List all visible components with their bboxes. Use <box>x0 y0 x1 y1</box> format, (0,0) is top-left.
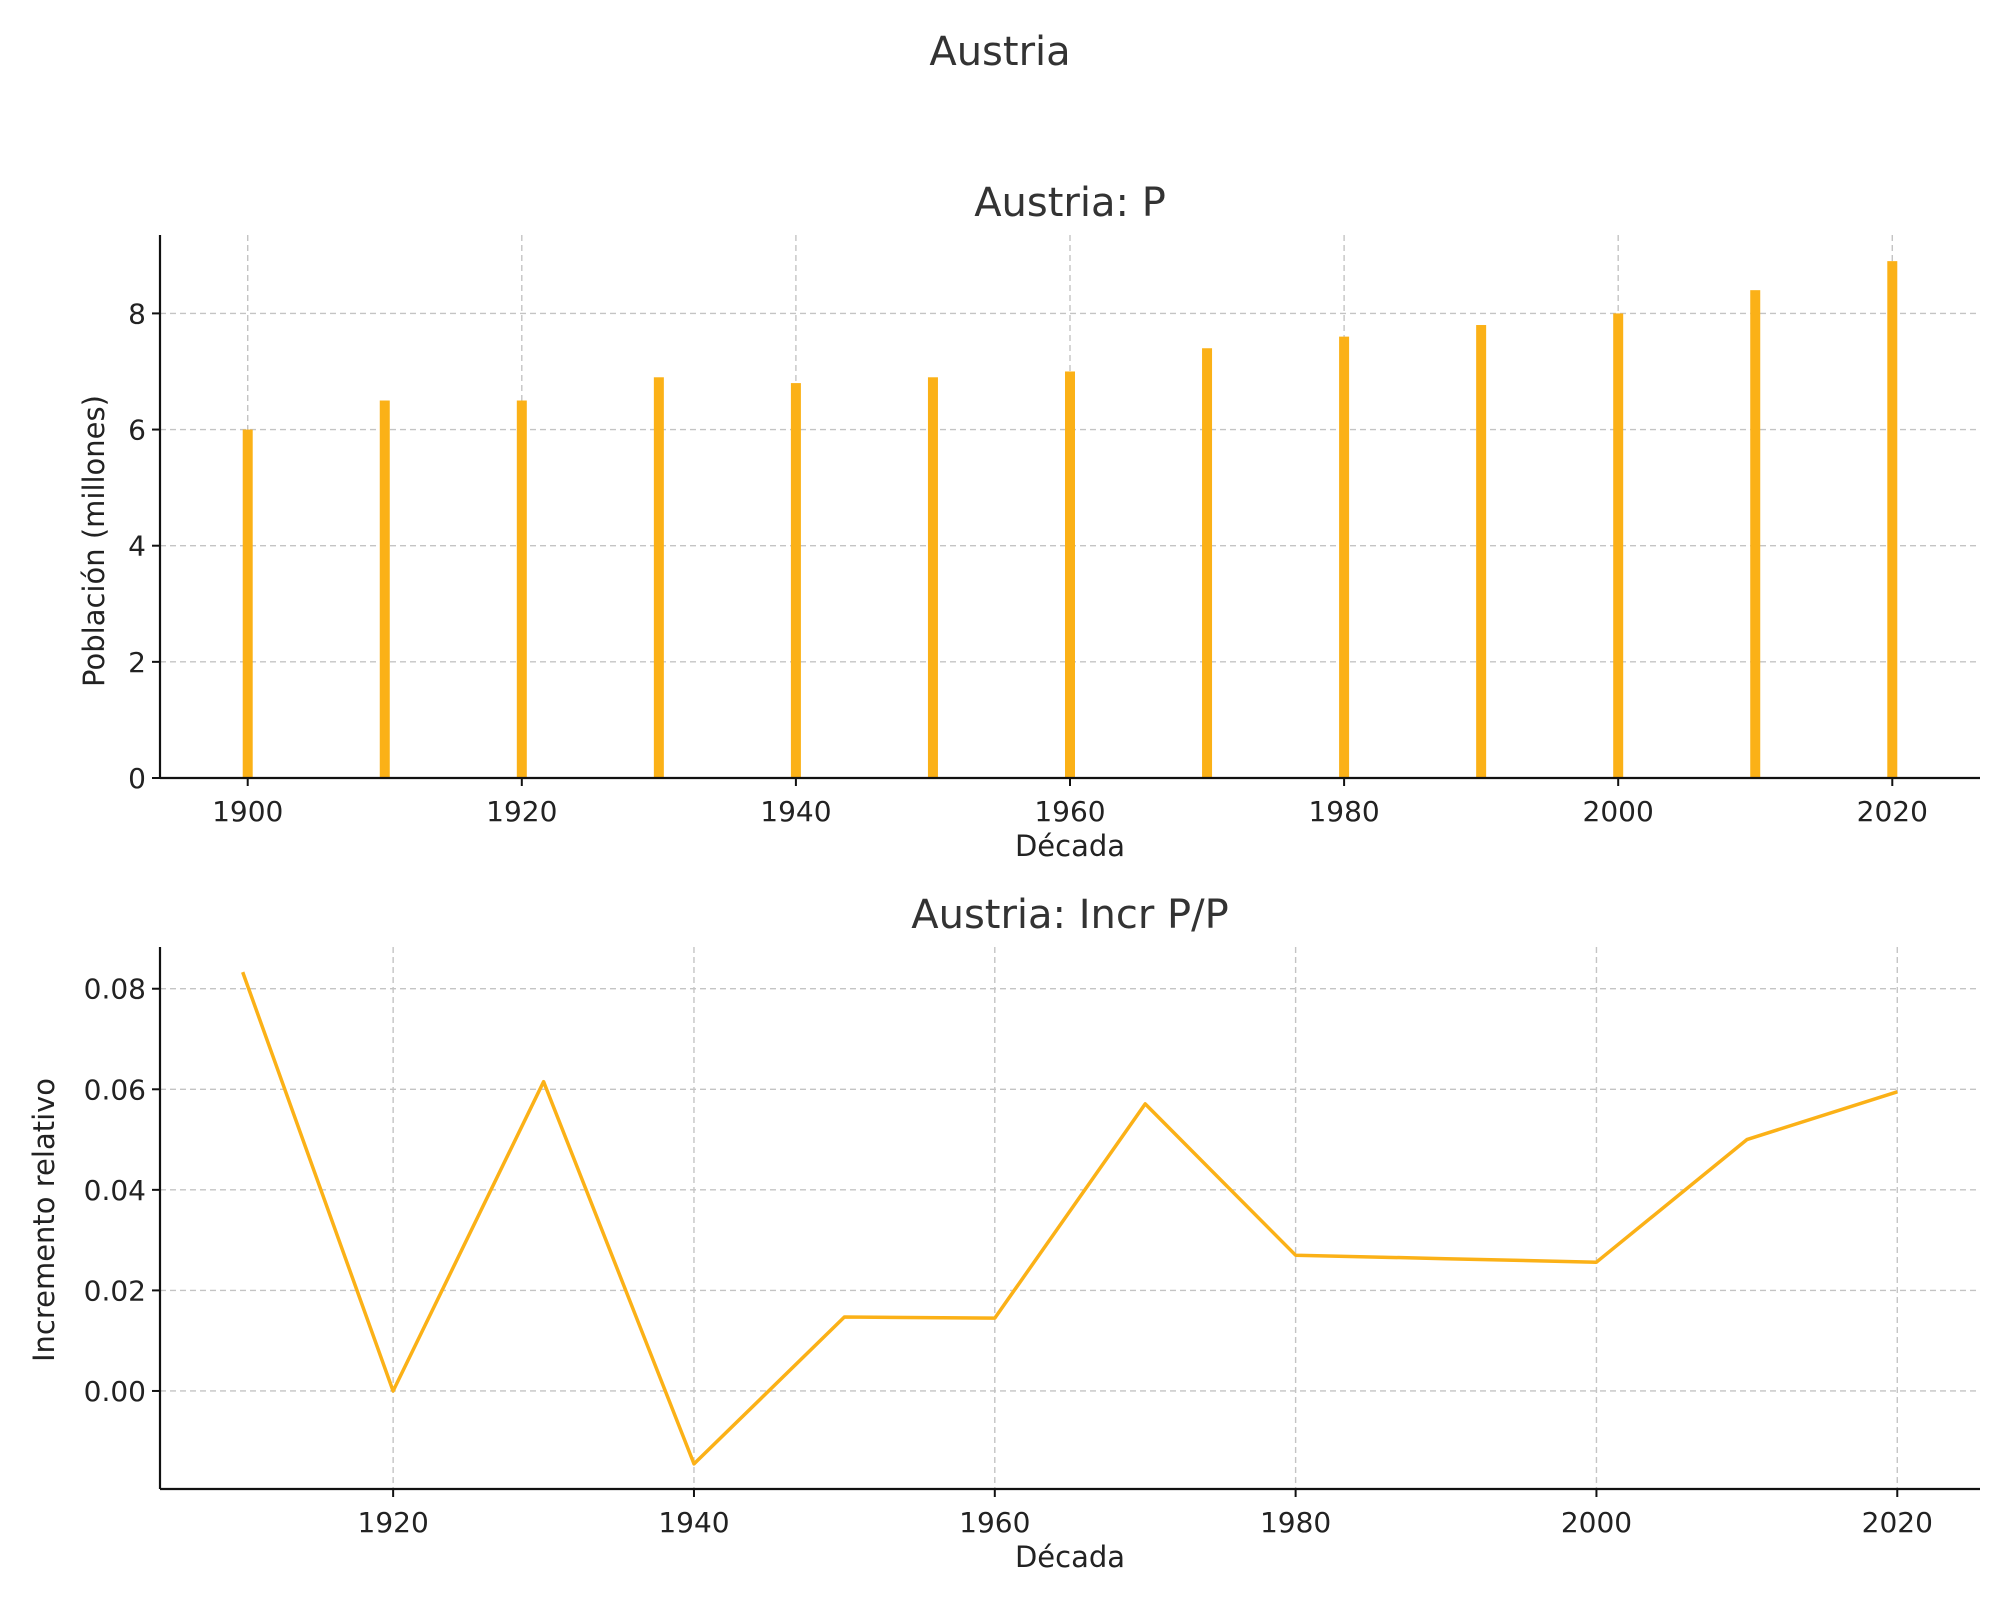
chart1-xtick-label-3: 1960 <box>1034 795 1105 828</box>
chart2-xtick-label-1: 1940 <box>658 1506 729 1539</box>
chart2-ytick-label-4: 0.08 <box>84 973 146 1006</box>
bar-1980 <box>1339 336 1350 778</box>
bar-1910 <box>379 400 390 778</box>
chart1-ytick-label-3: 6 <box>128 414 146 447</box>
chart2-xlabel: Década <box>1015 1540 1125 1574</box>
bar-1950 <box>927 377 938 778</box>
bar-2010 <box>1750 290 1761 778</box>
bar-1970 <box>1202 348 1213 778</box>
chart2-xtick-label-4: 2000 <box>1561 1506 1632 1539</box>
chart1-xtick-label-6: 2020 <box>1857 795 1928 828</box>
chart1-xlabel: Década <box>1015 829 1125 863</box>
chart2-ylabel: Incremento relativo <box>27 1078 61 1362</box>
bar-1960 <box>1065 371 1075 778</box>
bar-1990 <box>1476 325 1487 778</box>
figure-title: Austria <box>929 29 1071 75</box>
chart2-ytick-label-2: 0.04 <box>84 1174 146 1207</box>
chart1-ytick-label-1: 2 <box>128 646 146 679</box>
chart2-ytick-label-1: 0.02 <box>84 1274 146 1307</box>
chart2-title: Austria: Incr P/P <box>911 892 1229 938</box>
chart1-ytick-label-4: 8 <box>128 297 146 330</box>
bar-1900 <box>242 429 253 778</box>
chart1-xtick-label-1: 1920 <box>486 795 557 828</box>
chart1-ylabel: Población (millones) <box>77 395 111 687</box>
chart1-title: Austria: P <box>974 180 1166 226</box>
bar-1930 <box>653 377 664 778</box>
chart1-xtick-label-0: 1900 <box>212 795 283 828</box>
bar-2000 <box>1613 313 1624 778</box>
chart2-xtick-label-0: 1920 <box>358 1506 429 1539</box>
bar-1920 <box>516 400 527 778</box>
chart2-xtick-label-5: 2020 <box>1862 1506 1933 1539</box>
chart2-xtick-label-3: 1980 <box>1260 1506 1331 1539</box>
chart1-ytick-label-0: 0 <box>128 762 146 795</box>
chart1-xtick-label-5: 2000 <box>1583 795 1654 828</box>
chart1-xtick-label-2: 1940 <box>760 795 831 828</box>
chart1-ytick-label-2: 4 <box>128 530 146 563</box>
chart2-ytick-label-3: 0.06 <box>84 1073 146 1106</box>
chart2-ytick-label-0: 0.00 <box>84 1375 146 1408</box>
relative-increase-line-chart: Austria: Incr P/P Década Incremento rela… <box>27 892 1980 1574</box>
bar-1940 <box>790 383 801 778</box>
chart1-xtick-label-4: 1980 <box>1308 795 1379 828</box>
chart2-xtick-label-2: 1960 <box>959 1506 1030 1539</box>
population-bar-chart: Austria: P Década Población (millones) 1… <box>77 180 1980 863</box>
relative-increase-line <box>241 971 1898 1466</box>
bar-2020 <box>1887 261 1898 779</box>
